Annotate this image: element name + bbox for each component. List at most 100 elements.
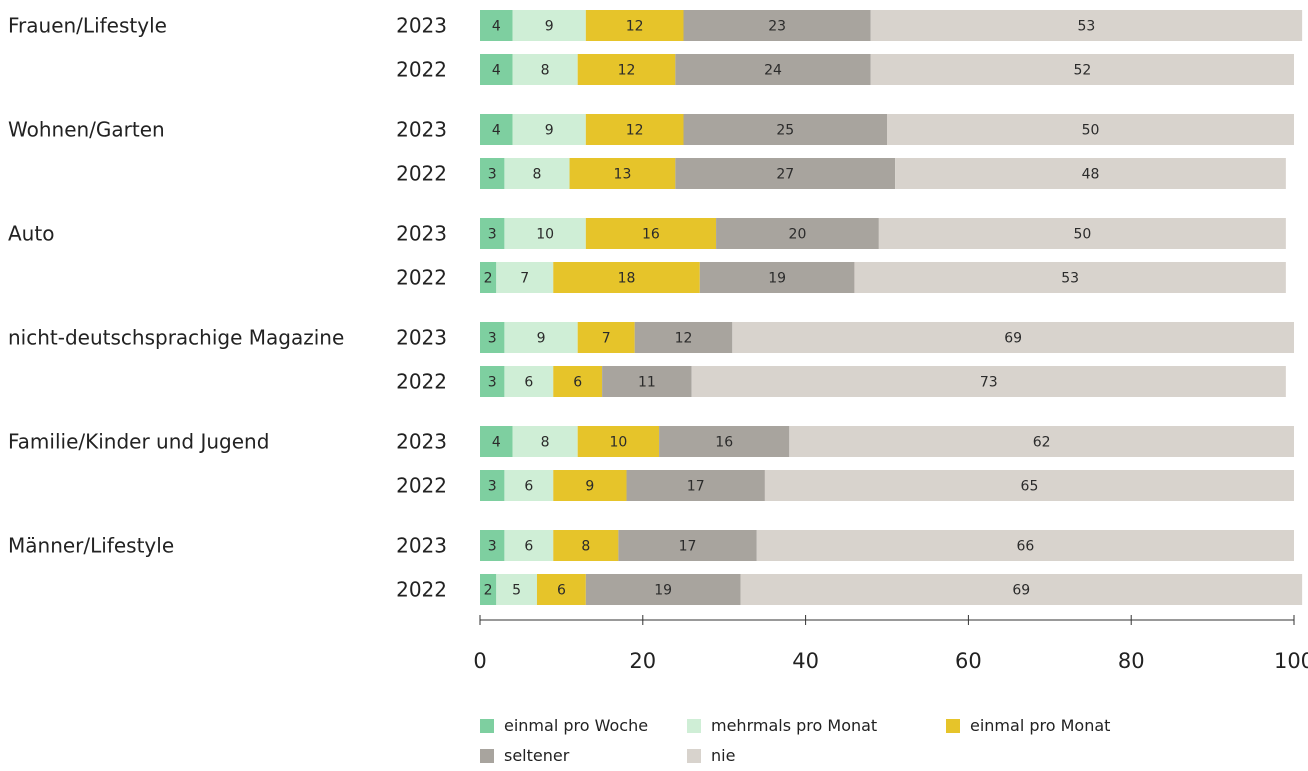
legend-item: einmal pro Woche (480, 716, 648, 735)
bar-segment (870, 54, 1294, 85)
data-label: 8 (541, 63, 550, 79)
bar-segment (504, 218, 586, 249)
legend-item: seltener (480, 746, 570, 765)
legend-label: einmal pro Monat (970, 716, 1110, 735)
bar-segment (878, 218, 1286, 249)
year-label: 2023 (396, 14, 447, 38)
data-label: 5 (512, 583, 521, 599)
bar-segment (480, 322, 505, 353)
bar-segment (699, 262, 855, 293)
data-label: 6 (524, 375, 533, 391)
bar-segment (480, 158, 505, 189)
legend-label: seltener (504, 746, 570, 765)
data-label: 11 (638, 375, 656, 391)
data-label: 8 (581, 539, 590, 555)
legend-swatch (480, 749, 494, 763)
category-group: Frauen/Lifestyle 2023 4 9 12 23 53 2022 4 8 12 24 52 (8, 10, 1303, 85)
bar-segment (496, 574, 537, 605)
data-label: 3 (488, 375, 497, 391)
data-label: 3 (488, 539, 497, 555)
bar-segment (618, 530, 757, 561)
data-label: 7 (520, 271, 529, 287)
x-tick-label: 60 (955, 649, 982, 673)
bar-segment (691, 366, 1286, 397)
category-label: nicht-deutschsprachige Magazine (8, 326, 344, 350)
data-label: 66 (1016, 539, 1034, 555)
bar-segment (480, 426, 513, 457)
bar-segment (496, 262, 554, 293)
bar-segment (504, 530, 554, 561)
bar-segment (675, 54, 871, 85)
data-label: 12 (618, 63, 636, 79)
bar-segment (577, 426, 660, 457)
bar-segment (536, 574, 586, 605)
data-label: 3 (488, 479, 497, 495)
data-label: 12 (626, 123, 644, 139)
x-axis: 0 20 40 60 80 100 (473, 615, 1308, 673)
bar-segment (634, 322, 733, 353)
year-label: 2022 (396, 474, 447, 498)
data-label: 48 (1082, 167, 1100, 183)
x-tick-label: 40 (792, 649, 819, 673)
bar-segment (683, 10, 871, 41)
data-label: 65 (1021, 479, 1039, 495)
data-label: 9 (545, 123, 554, 139)
bar-segment (480, 54, 513, 85)
category-label: Frauen/Lifestyle (8, 14, 167, 38)
bar-segment (585, 574, 741, 605)
data-label: 12 (675, 331, 693, 347)
data-label: 50 (1073, 227, 1091, 243)
bar-segment (675, 158, 896, 189)
legend-swatch (687, 749, 701, 763)
data-label: 7 (602, 331, 611, 347)
year-label: 2023 (396, 326, 447, 350)
bar-segment (504, 366, 554, 397)
data-label: 4 (492, 435, 501, 451)
legend-swatch (480, 719, 494, 733)
bar-segment (480, 530, 505, 561)
legend-item: nie (687, 746, 735, 765)
data-label: 2 (484, 583, 493, 599)
bar-segment (480, 262, 497, 293)
category-label: Männer/Lifestyle (8, 534, 174, 558)
category-group: nicht-deutschsprachige Magazine 2023 3 9 7 12… (8, 322, 1294, 397)
data-label: 4 (492, 123, 501, 139)
data-label: 3 (488, 167, 497, 183)
data-label: 12 (626, 19, 644, 35)
bar-segment (626, 470, 765, 501)
bar-segment (789, 426, 1294, 457)
bar-segment (764, 470, 1294, 501)
data-label: 53 (1078, 19, 1096, 35)
data-label: 13 (614, 167, 632, 183)
bar-segment (585, 114, 684, 145)
year-label: 2022 (396, 162, 447, 186)
bar-segment (683, 114, 887, 145)
data-label: 9 (585, 479, 594, 495)
data-label: 10 (536, 227, 554, 243)
category-label: Familie/Kinder und Jugend (8, 430, 269, 454)
bar-segment (480, 10, 513, 41)
data-label: 69 (1004, 331, 1022, 347)
data-label: 19 (768, 271, 786, 287)
year-label: 2022 (396, 370, 447, 394)
year-label: 2023 (396, 534, 447, 558)
legend-label: nie (711, 746, 735, 765)
data-label: 6 (573, 375, 582, 391)
data-label: 2 (484, 271, 493, 287)
year-label: 2023 (396, 222, 447, 246)
bar-segment (480, 366, 505, 397)
bar-segment (716, 218, 879, 249)
data-label: 16 (642, 227, 660, 243)
bar-segment (512, 10, 586, 41)
data-label: 27 (776, 167, 794, 183)
data-label: 6 (557, 583, 566, 599)
bar-segment (577, 322, 635, 353)
bar-segment (569, 158, 676, 189)
bar-segment (480, 114, 513, 145)
bar-segment (512, 114, 586, 145)
data-label: 23 (768, 19, 786, 35)
x-tick-label: 20 (629, 649, 656, 673)
bar-segment (553, 530, 619, 561)
x-tick-label: 80 (1118, 649, 1145, 673)
